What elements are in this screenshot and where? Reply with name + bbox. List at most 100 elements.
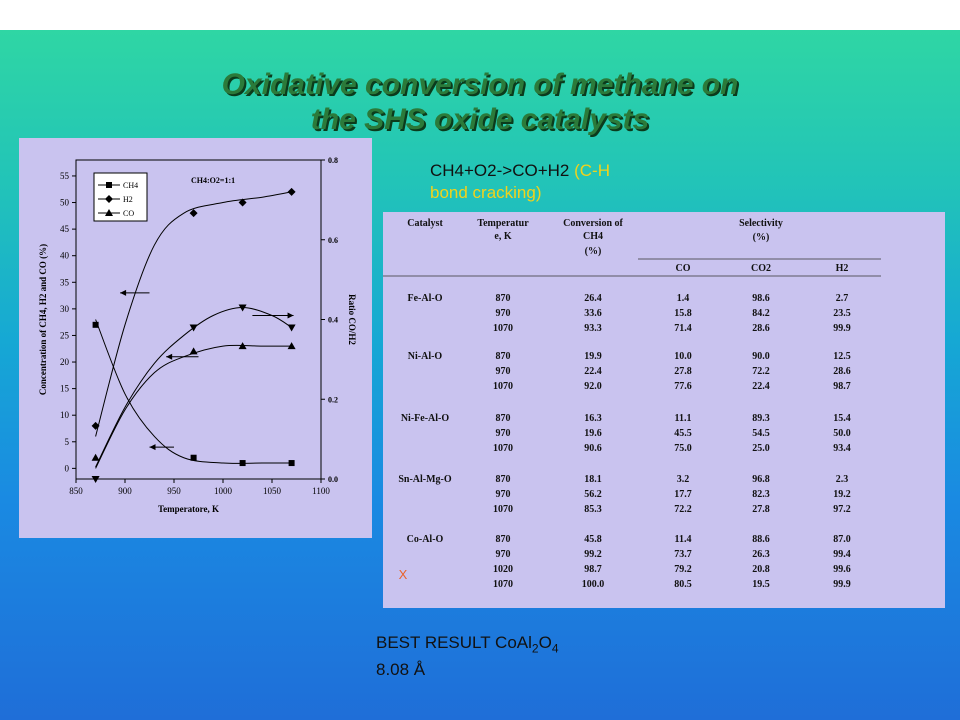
best-result-line2: 8.08 Å [376,660,426,680]
slide-title-line1: Oxidative conversion of methane on [221,68,739,101]
catalyst-table-panel: Catalyst Temperatur e, K Conversion of CH4 (%… [383,212,945,608]
cell-temperature: 1070 [493,443,513,454]
cell-h2: 50.0 [833,428,851,439]
point-ch4 [239,460,246,467]
cell-co: 77.6 [674,381,692,392]
cell-conversion: 98.7 [584,564,602,575]
point-co [189,347,198,355]
legend-label-co: CO [123,209,134,218]
cell-co: 3.2 [677,474,690,485]
cell-conversion: 26.4 [584,293,602,304]
cell-h2: 99.6 [833,564,851,575]
cell-temperature: 1070 [493,504,513,515]
point-h2 [189,209,198,218]
header-h2: H2 [836,263,849,274]
cell-temperature: 1070 [493,381,513,392]
cell-h2: 2.3 [836,474,849,485]
cell-co: 27.8 [674,366,692,377]
y-tick-label: 40 [60,251,70,261]
header-conv-2: CH4 [583,231,603,242]
x-tick-label: 1000 [214,486,233,496]
x-tick-label: 950 [167,486,181,496]
cell-co: 71.4 [674,323,692,334]
y2-axis-label: Ratio CO/H2 [347,294,357,345]
header-conv-3: (%) [585,246,602,257]
cell-co2: 25.0 [752,443,770,454]
cell-conversion: 16.3 [584,413,602,424]
cell-conversion: 45.8 [584,534,602,545]
cell-h2: 99.9 [833,323,851,334]
cell-co: 73.7 [674,549,692,560]
point-co [91,453,100,461]
header-conv-1: Conversion of [563,218,623,229]
cell-temperature: 970 [496,366,511,377]
legend-label-ch4: CH4 [123,181,138,190]
reaction-text: CH4+O2->CO+H2 (C-H bond cracking) [430,160,730,204]
cell-co: 15.8 [674,308,692,319]
cell-h2: 28.6 [833,366,851,377]
catalyst-name: Fe-Al-O [408,293,443,304]
cell-conversion: 99.2 [584,549,602,560]
y-tick-label: 10 [60,410,70,420]
best-result-sub2: 4 [551,641,559,656]
best-result: BEST RESULT CoAl2O4 8.08 Å [376,632,559,681]
cell-temperature: 970 [496,549,511,560]
chart-annotation: CH4:O2=1:1 [191,176,235,185]
cell-temperature: 870 [496,534,511,545]
cell-conversion: 56.2 [584,489,602,500]
cell-h2: 19.2 [833,489,851,500]
chart-legend: CH4 H2 CO [93,172,148,222]
cell-temperature: 870 [496,293,511,304]
y-tick-label: 55 [60,171,70,181]
cell-co: 17.7 [674,489,692,500]
cell-conversion: 18.1 [584,474,602,485]
cell-conversion: 85.3 [584,504,602,515]
reaction-note-2: bond cracking) [430,183,542,202]
cell-conversion: 33.6 [584,308,602,319]
y2-tick-label: 0.6 [328,236,338,245]
cell-co2: 82.3 [752,489,770,500]
cell-temperature: 1070 [493,579,513,590]
point-ratio [287,324,296,332]
point-h2 [287,187,296,196]
y-tick-label: 15 [60,384,70,394]
y-tick-label: 45 [60,224,70,234]
y-axis-label: Concentration of CH4, H2 and CO (%) [38,244,48,395]
y2-tick-label: 0.2 [328,395,338,404]
x-tick-label: 1050 [263,486,282,496]
catalyst-table: Catalyst Temperatur e, K Conversion of CH4 (%… [383,218,881,590]
cell-co2: 54.5 [752,428,770,439]
x-tick-label: 850 [69,486,83,496]
cell-co: 11.1 [675,413,692,424]
cell-co2: 72.2 [752,366,770,377]
y2-tick-label: 0.0 [328,475,338,484]
point-ratio [189,324,198,332]
cell-co2: 98.6 [752,293,770,304]
cell-temperature: 970 [496,428,511,439]
cell-temperature: 870 [496,474,511,485]
reaction-note-1: (C-H [574,161,610,180]
header-co2: CO2 [751,263,771,274]
cell-co: 72.2 [674,504,692,515]
header-co: CO [676,263,691,274]
cell-co: 79.2 [674,564,692,575]
y-tick-label: 30 [60,304,70,314]
legend-marker-h2 [105,195,113,203]
x-tick-label: 900 [118,486,132,496]
cell-co2: 96.8 [752,474,770,485]
best-result-prefix: BEST RESULT CoAl [376,633,532,652]
y-tick-label: 0 [65,463,70,473]
y-tick-label: 20 [60,357,70,367]
catalyst-name: Ni-Al-O [408,351,443,362]
reaction-equation: CH4+O2->CO+H2 [430,161,570,180]
cell-co2: 88.6 [752,534,770,545]
cell-co2: 84.2 [752,308,770,319]
cell-co2: 22.4 [752,381,770,392]
cell-h2: 98.7 [833,381,851,392]
y-tick-label: 5 [65,437,70,447]
cell-co: 80.5 [674,579,692,590]
y2-tick-label: 0.4 [328,316,338,325]
catalyst-name: Co-Al-O [407,534,444,545]
chart-panel: 850 900 950 1000 1050 1100 0 5 10 15 20 25 30 35 40 45 5… [19,138,372,538]
cell-temperature: 1020 [493,564,513,575]
